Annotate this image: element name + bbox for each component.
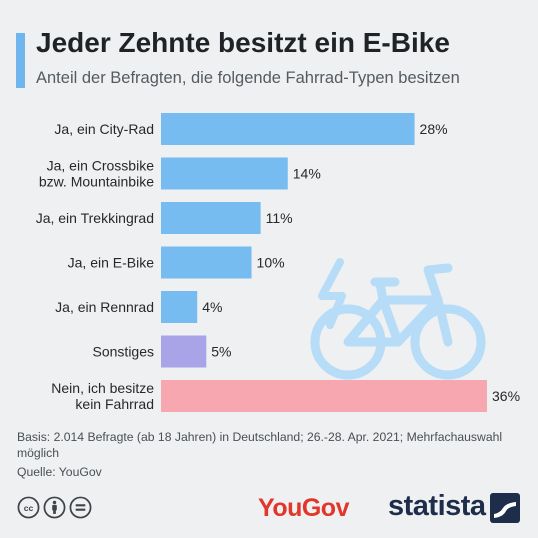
statista-logo-icon bbox=[490, 493, 520, 523]
bar bbox=[161, 335, 207, 368]
category-label: Sonstiges bbox=[93, 344, 154, 360]
category-label: Ja, ein Trekkingrad bbox=[36, 210, 154, 226]
bar bbox=[161, 246, 252, 279]
value-label: 28% bbox=[420, 121, 448, 137]
value-label: 4% bbox=[202, 299, 222, 315]
attribution-icon[interactable] bbox=[43, 496, 66, 519]
bar-chart: 28% Ja, ein City-Rad 14% Ja, ein Crossbike b… bbox=[36, 113, 520, 412]
bar bbox=[161, 291, 198, 323]
footer-note: Basis: 2.014 Befragte (ab 18 Jahren) in … bbox=[17, 430, 503, 460]
category-label: Ja, ein Crossbike bzw. Mountainbike bbox=[39, 158, 154, 190]
category-label: Ja, ein Rennrad bbox=[55, 299, 154, 315]
category-label: Nein, ich besitze kein Fahrrad bbox=[51, 380, 154, 412]
creative-commons-icon[interactable]: cc bbox=[17, 496, 40, 519]
license-icons: cc bbox=[17, 496, 92, 519]
bar bbox=[161, 380, 487, 412]
yougov-logo: YouGov bbox=[258, 494, 349, 522]
value-label: 5% bbox=[211, 344, 231, 360]
value-label: 10% bbox=[257, 255, 285, 271]
source-text: Quelle: YouGov bbox=[17, 465, 102, 479]
bar bbox=[161, 157, 288, 190]
value-label: 36% bbox=[492, 388, 520, 404]
category-label: Ja, ein City-Rad bbox=[54, 121, 154, 137]
bicycle-illustration-icon bbox=[310, 258, 486, 380]
value-label: 11% bbox=[266, 210, 293, 226]
svg-text:cc: cc bbox=[24, 503, 34, 513]
category-label: Ja, ein E-Bike bbox=[68, 255, 155, 271]
value-label: 14% bbox=[293, 166, 321, 182]
chart-title: Jeder Zehnte besitzt ein E-Bike bbox=[36, 27, 450, 58]
chart-subtitle: Anteil der Befragten, die folgende Fahrr… bbox=[36, 69, 460, 87]
no-derivatives-icon[interactable] bbox=[69, 496, 92, 519]
bar bbox=[161, 202, 261, 234]
statista-logo: statista bbox=[388, 490, 486, 522]
title-accent-bar bbox=[16, 33, 25, 88]
bar bbox=[161, 113, 415, 145]
